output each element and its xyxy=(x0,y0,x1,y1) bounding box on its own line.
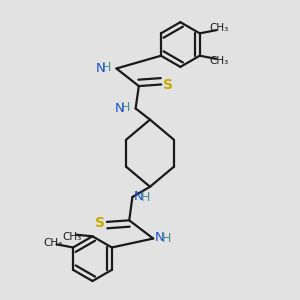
Text: CH₃: CH₃ xyxy=(209,56,229,67)
Text: H: H xyxy=(121,101,130,114)
Text: N: N xyxy=(155,231,164,244)
Text: N: N xyxy=(134,190,144,203)
Text: H: H xyxy=(101,61,111,74)
Text: S: S xyxy=(95,215,105,230)
Text: H: H xyxy=(141,191,151,204)
Text: H: H xyxy=(162,232,171,245)
Text: CH₃: CH₃ xyxy=(209,22,229,33)
Text: S: S xyxy=(163,78,173,92)
Text: N: N xyxy=(96,62,105,75)
Text: CH₃: CH₃ xyxy=(43,238,62,248)
Text: N: N xyxy=(115,102,124,115)
Text: CH₃: CH₃ xyxy=(62,232,82,242)
